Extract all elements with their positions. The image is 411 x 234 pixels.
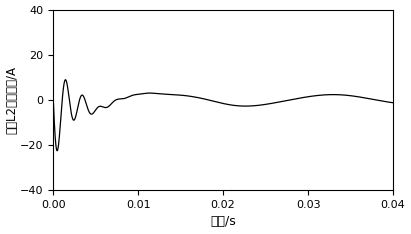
Y-axis label: 线路L2零模电流/A: 线路L2零模电流/A: [6, 66, 18, 134]
X-axis label: 时间/s: 时间/s: [210, 216, 236, 228]
